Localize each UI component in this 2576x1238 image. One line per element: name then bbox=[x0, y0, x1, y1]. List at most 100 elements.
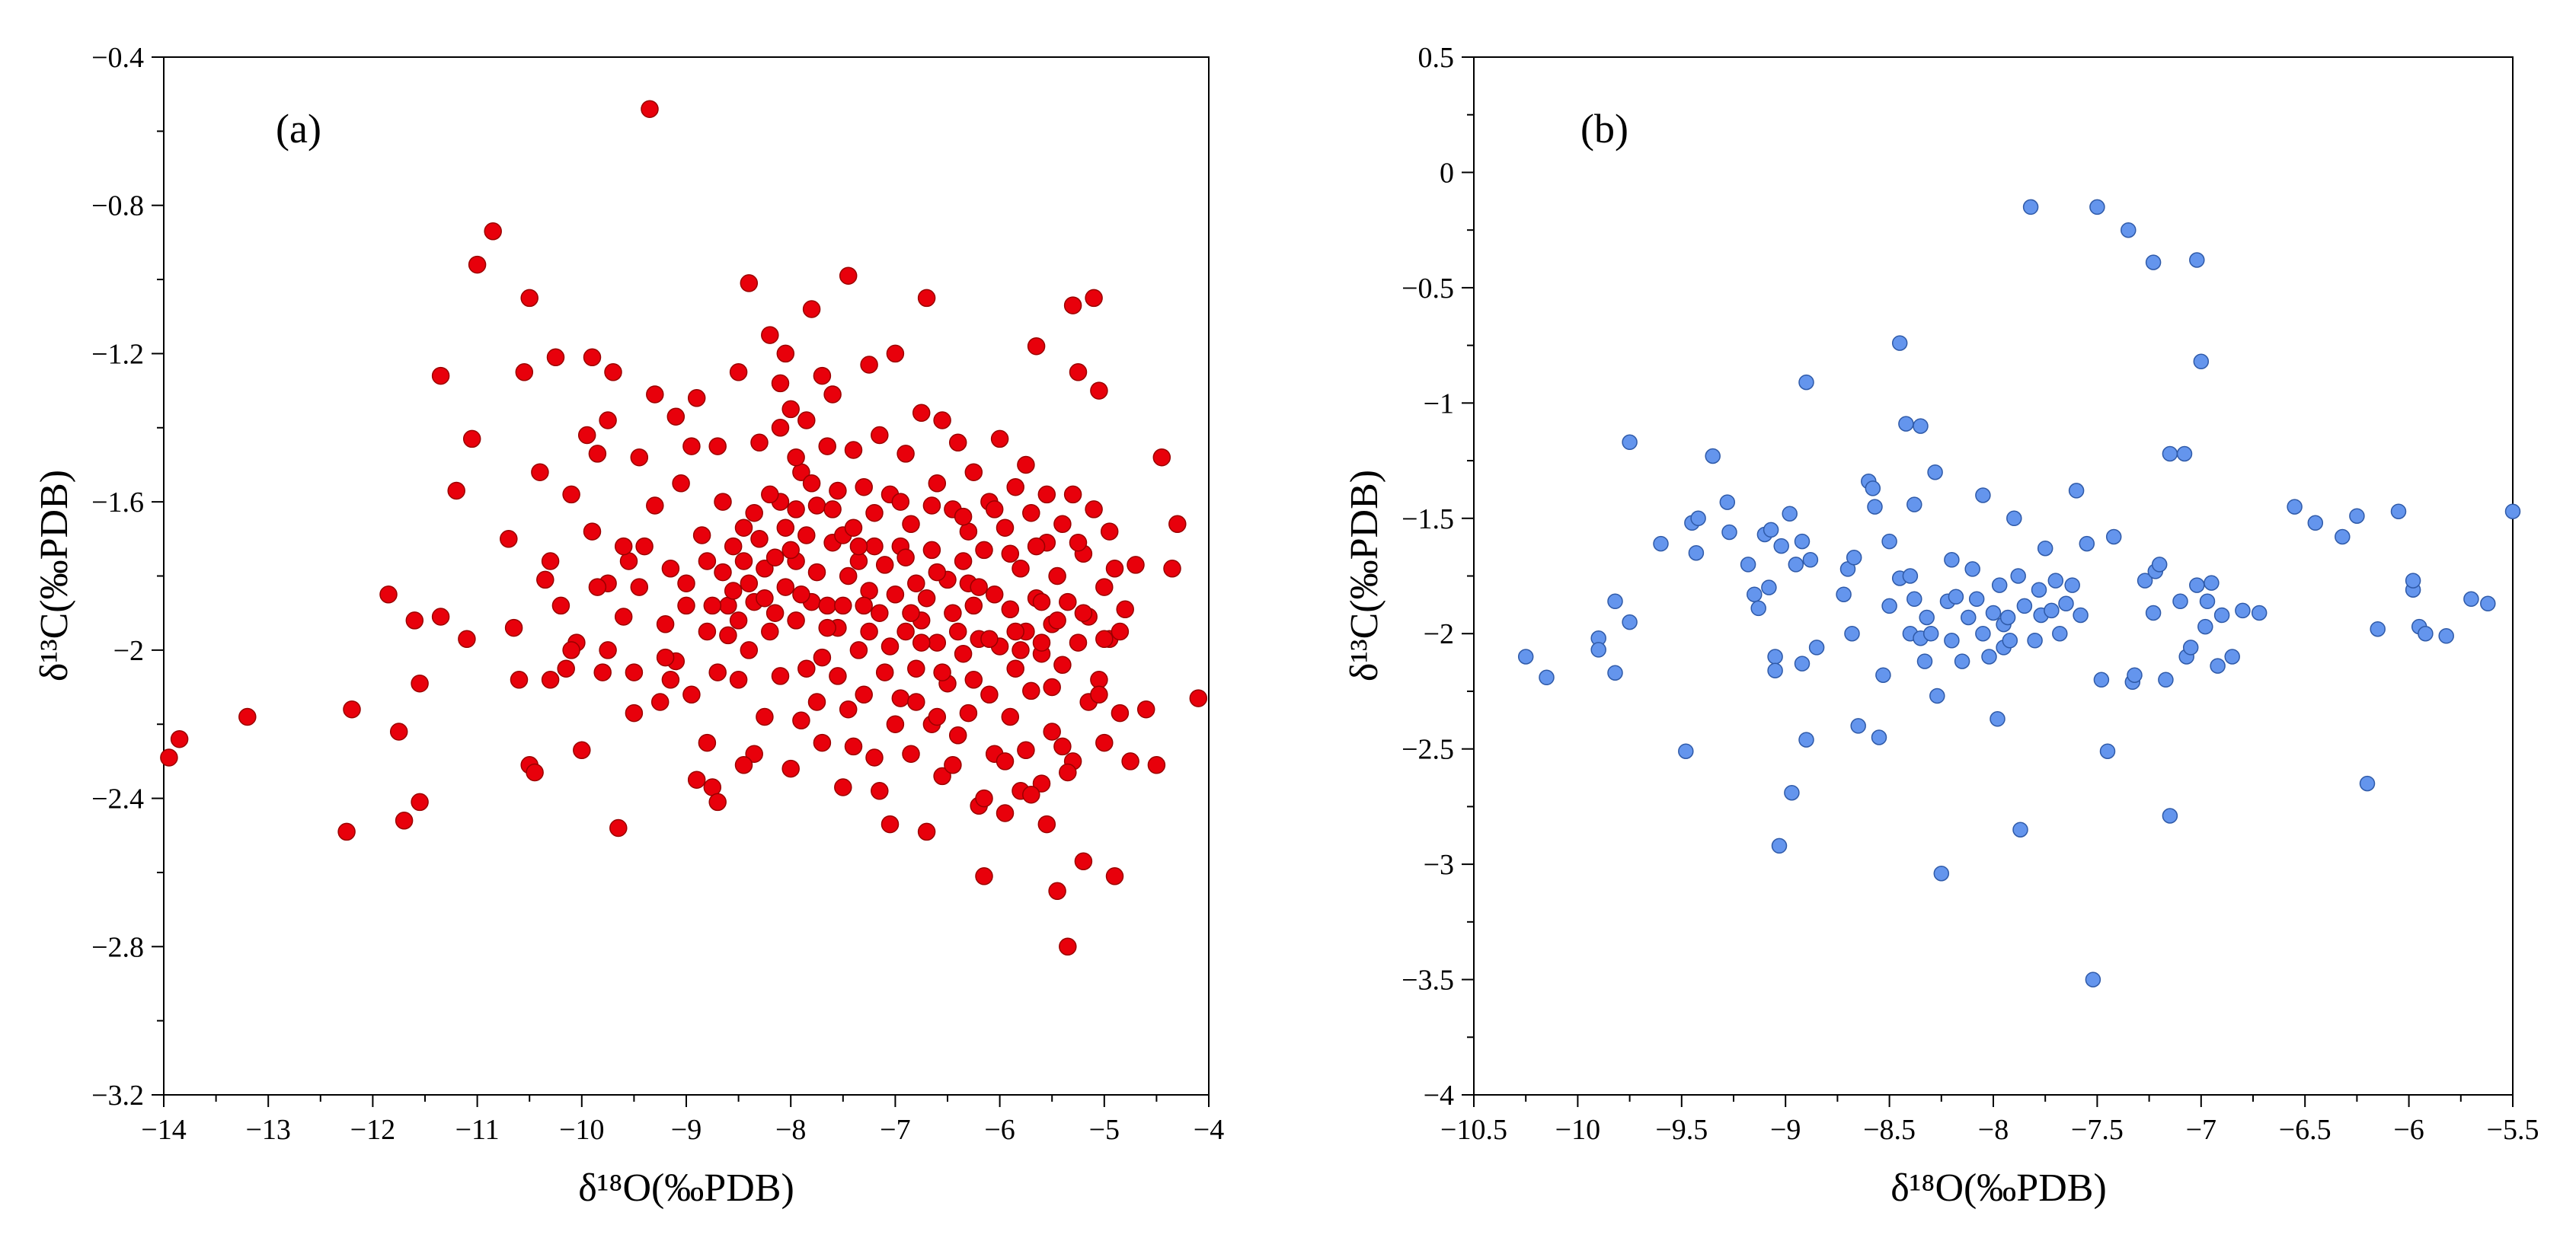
data-point-a bbox=[661, 560, 680, 578]
data-point-b bbox=[2079, 535, 2095, 552]
x-tick-label-b: −9 bbox=[1770, 1114, 1801, 1146]
x-tick-label-b: −10.5 bbox=[1440, 1114, 1507, 1146]
data-point-a bbox=[583, 348, 602, 367]
data-point-b bbox=[2349, 508, 2365, 524]
data-point-a bbox=[1032, 592, 1051, 611]
y-tick-label-a: −0.8 bbox=[91, 190, 144, 222]
data-point-a bbox=[1189, 689, 1208, 707]
data-point-b bbox=[2405, 573, 2421, 589]
data-point-a bbox=[917, 589, 936, 608]
data-point-a bbox=[1069, 633, 1088, 652]
data-point-b bbox=[1763, 522, 1779, 538]
data-point-b bbox=[1798, 732, 1814, 748]
data-point-a bbox=[1074, 604, 1093, 622]
data-point-a bbox=[750, 433, 769, 452]
data-point-a bbox=[1063, 485, 1082, 504]
data-point-a bbox=[1059, 592, 1077, 611]
data-point-b bbox=[1719, 494, 1736, 510]
data-point-a bbox=[881, 815, 900, 834]
data-point-b bbox=[2058, 595, 2074, 612]
data-point-a bbox=[813, 733, 832, 752]
data-point-a bbox=[865, 503, 884, 522]
data-point-b bbox=[2193, 353, 2210, 370]
data-point-b bbox=[1881, 598, 1897, 614]
data-point-a bbox=[1090, 381, 1108, 400]
data-point-a bbox=[520, 289, 539, 308]
data-point-a bbox=[829, 667, 847, 685]
data-point-a bbox=[1006, 659, 1024, 678]
data-point-b bbox=[2199, 593, 2216, 610]
data-point-b bbox=[1875, 667, 1891, 683]
data-point-a bbox=[985, 500, 1004, 518]
data-point-a bbox=[902, 515, 920, 534]
data-point-a bbox=[546, 348, 565, 367]
data-point-a bbox=[985, 585, 1004, 604]
data-point-a bbox=[614, 608, 633, 626]
data-point-b bbox=[1927, 464, 1943, 480]
data-point-b bbox=[1607, 665, 1623, 681]
data-point-a bbox=[928, 633, 947, 652]
data-point-a bbox=[1017, 455, 1035, 474]
data-point-b bbox=[1773, 538, 1789, 554]
data-point-a bbox=[468, 255, 487, 274]
data-point-a bbox=[855, 477, 873, 496]
data-point-a bbox=[964, 463, 983, 481]
data-point-b bbox=[1688, 544, 1705, 561]
data-point-a bbox=[1163, 560, 1181, 578]
data-point-a bbox=[573, 741, 591, 760]
data-point-a bbox=[1048, 611, 1066, 630]
data-point-a bbox=[922, 541, 941, 560]
data-point-a bbox=[1022, 681, 1040, 700]
data-point-b bbox=[2044, 602, 2060, 619]
y-tick-label-a: −1.2 bbox=[91, 338, 144, 370]
data-point-a bbox=[630, 578, 649, 596]
data-point-a bbox=[411, 793, 429, 812]
data-point-a bbox=[630, 448, 649, 467]
data-point-a bbox=[818, 596, 836, 615]
data-point-a bbox=[933, 663, 951, 681]
data-point-a bbox=[666, 407, 686, 426]
plot-frame-b bbox=[1473, 56, 2514, 1096]
data-point-a bbox=[1116, 600, 1134, 619]
data-point-a bbox=[865, 748, 884, 767]
data-point-a bbox=[964, 671, 983, 689]
data-point-a bbox=[1069, 363, 1088, 381]
data-point-a bbox=[504, 618, 523, 637]
data-point-b bbox=[2121, 222, 2137, 238]
data-point-b bbox=[2151, 557, 2168, 573]
data-point-b bbox=[1968, 591, 1985, 608]
data-point-a bbox=[823, 500, 842, 518]
data-point-a bbox=[1090, 685, 1108, 704]
x-tick-label-a: −12 bbox=[350, 1114, 395, 1146]
data-point-a bbox=[687, 389, 706, 407]
data-point-a bbox=[797, 526, 816, 544]
data-point-a bbox=[944, 604, 962, 622]
data-point-a bbox=[1090, 671, 1108, 689]
data-point-b bbox=[1794, 656, 1811, 672]
data-point-a bbox=[781, 759, 800, 778]
data-point-b bbox=[2047, 573, 2064, 589]
data-point-b bbox=[2162, 445, 2178, 462]
data-point-a bbox=[604, 363, 622, 381]
data-point-a bbox=[714, 563, 732, 582]
y-tick-label-b: −2 bbox=[1424, 618, 1454, 650]
data-point-a bbox=[531, 463, 549, 481]
data-point-b bbox=[2027, 633, 2043, 649]
data-point-b bbox=[1981, 649, 1997, 665]
data-point-b bbox=[2335, 528, 2351, 545]
data-point-a bbox=[708, 437, 727, 455]
data-point-a bbox=[1063, 296, 1082, 314]
ticks-b: −10.5 −10 −9.5 −9 −8.5 −8 −7.5 −7 −6.5 −6 −5.5−4−3… bbox=[1401, 42, 2539, 1146]
data-point-a bbox=[1012, 641, 1030, 659]
data-point-a bbox=[1100, 522, 1119, 541]
data-point-a bbox=[975, 789, 993, 808]
data-point-a bbox=[698, 622, 717, 641]
data-point-a bbox=[541, 671, 560, 689]
data-point-b bbox=[1767, 649, 1783, 665]
data-point-a bbox=[1032, 633, 1051, 652]
data-point-b bbox=[1607, 593, 1623, 610]
data-point-b bbox=[2189, 252, 2205, 268]
y-tick-label-a: −1.6 bbox=[91, 487, 144, 518]
data-point-a bbox=[761, 485, 779, 504]
data-point-a bbox=[395, 812, 414, 830]
